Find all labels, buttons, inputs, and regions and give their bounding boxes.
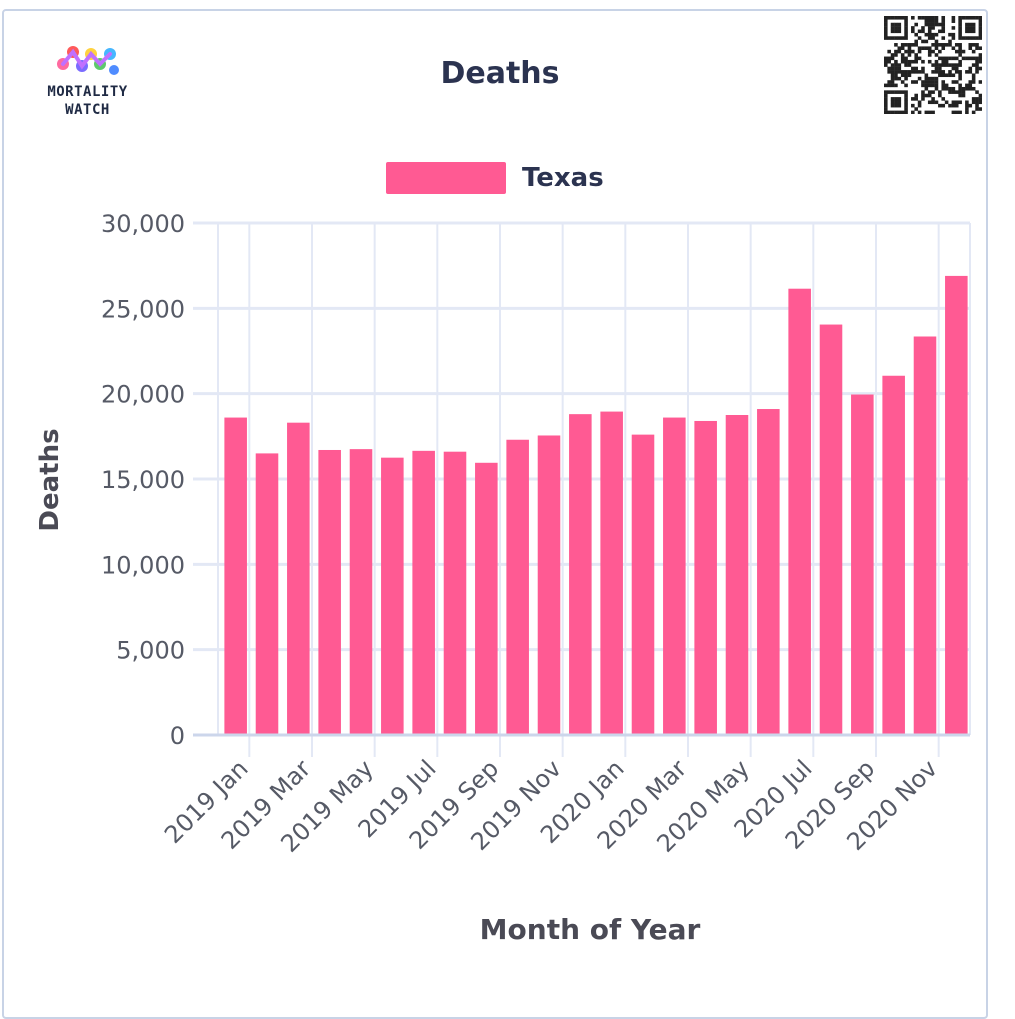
y-tick-label: 15,000 xyxy=(101,466,185,494)
bar xyxy=(725,415,749,735)
y-tick-label: 5,000 xyxy=(116,637,185,665)
bar xyxy=(287,422,310,735)
bar xyxy=(475,462,498,735)
y-tick-label: 10,000 xyxy=(101,551,185,579)
bar xyxy=(913,336,937,735)
bar xyxy=(224,417,247,735)
y-tick-label: 20,000 xyxy=(101,381,185,409)
y-axis-label: Deaths xyxy=(35,428,65,532)
bar xyxy=(819,324,843,735)
qr-code xyxy=(884,16,982,114)
legend[interactable]: Texas xyxy=(386,160,604,196)
y-tick-label: 25,000 xyxy=(101,295,185,323)
bar xyxy=(381,457,404,735)
bar xyxy=(255,453,279,735)
bar xyxy=(851,394,874,735)
y-tick-label: 0 xyxy=(170,722,185,750)
bar xyxy=(412,450,435,735)
bar xyxy=(569,414,592,735)
logo-text-line1: MORTALITY xyxy=(47,84,128,100)
bar xyxy=(694,420,717,735)
bar xyxy=(600,411,623,735)
bar xyxy=(788,288,811,735)
x-axis-label: Month of Year xyxy=(479,913,701,946)
legend-label-texas: Texas xyxy=(522,163,604,193)
bar xyxy=(443,451,467,735)
bar xyxy=(663,417,686,735)
legend-swatch-texas xyxy=(386,162,506,194)
bar xyxy=(537,435,561,735)
bar xyxy=(506,439,529,735)
bar xyxy=(349,449,373,735)
mortality-watch-logo: MORTALITY WATCH xyxy=(30,42,145,122)
logo-text-line2: WATCH xyxy=(65,102,110,118)
bar xyxy=(945,275,968,735)
bar xyxy=(631,434,655,735)
logo-icon xyxy=(57,46,119,75)
chart-title: Deaths xyxy=(440,56,560,91)
y-tick-label: 30,000 xyxy=(101,210,185,238)
bar xyxy=(757,409,780,735)
bar xyxy=(318,449,341,735)
bar xyxy=(882,375,905,735)
